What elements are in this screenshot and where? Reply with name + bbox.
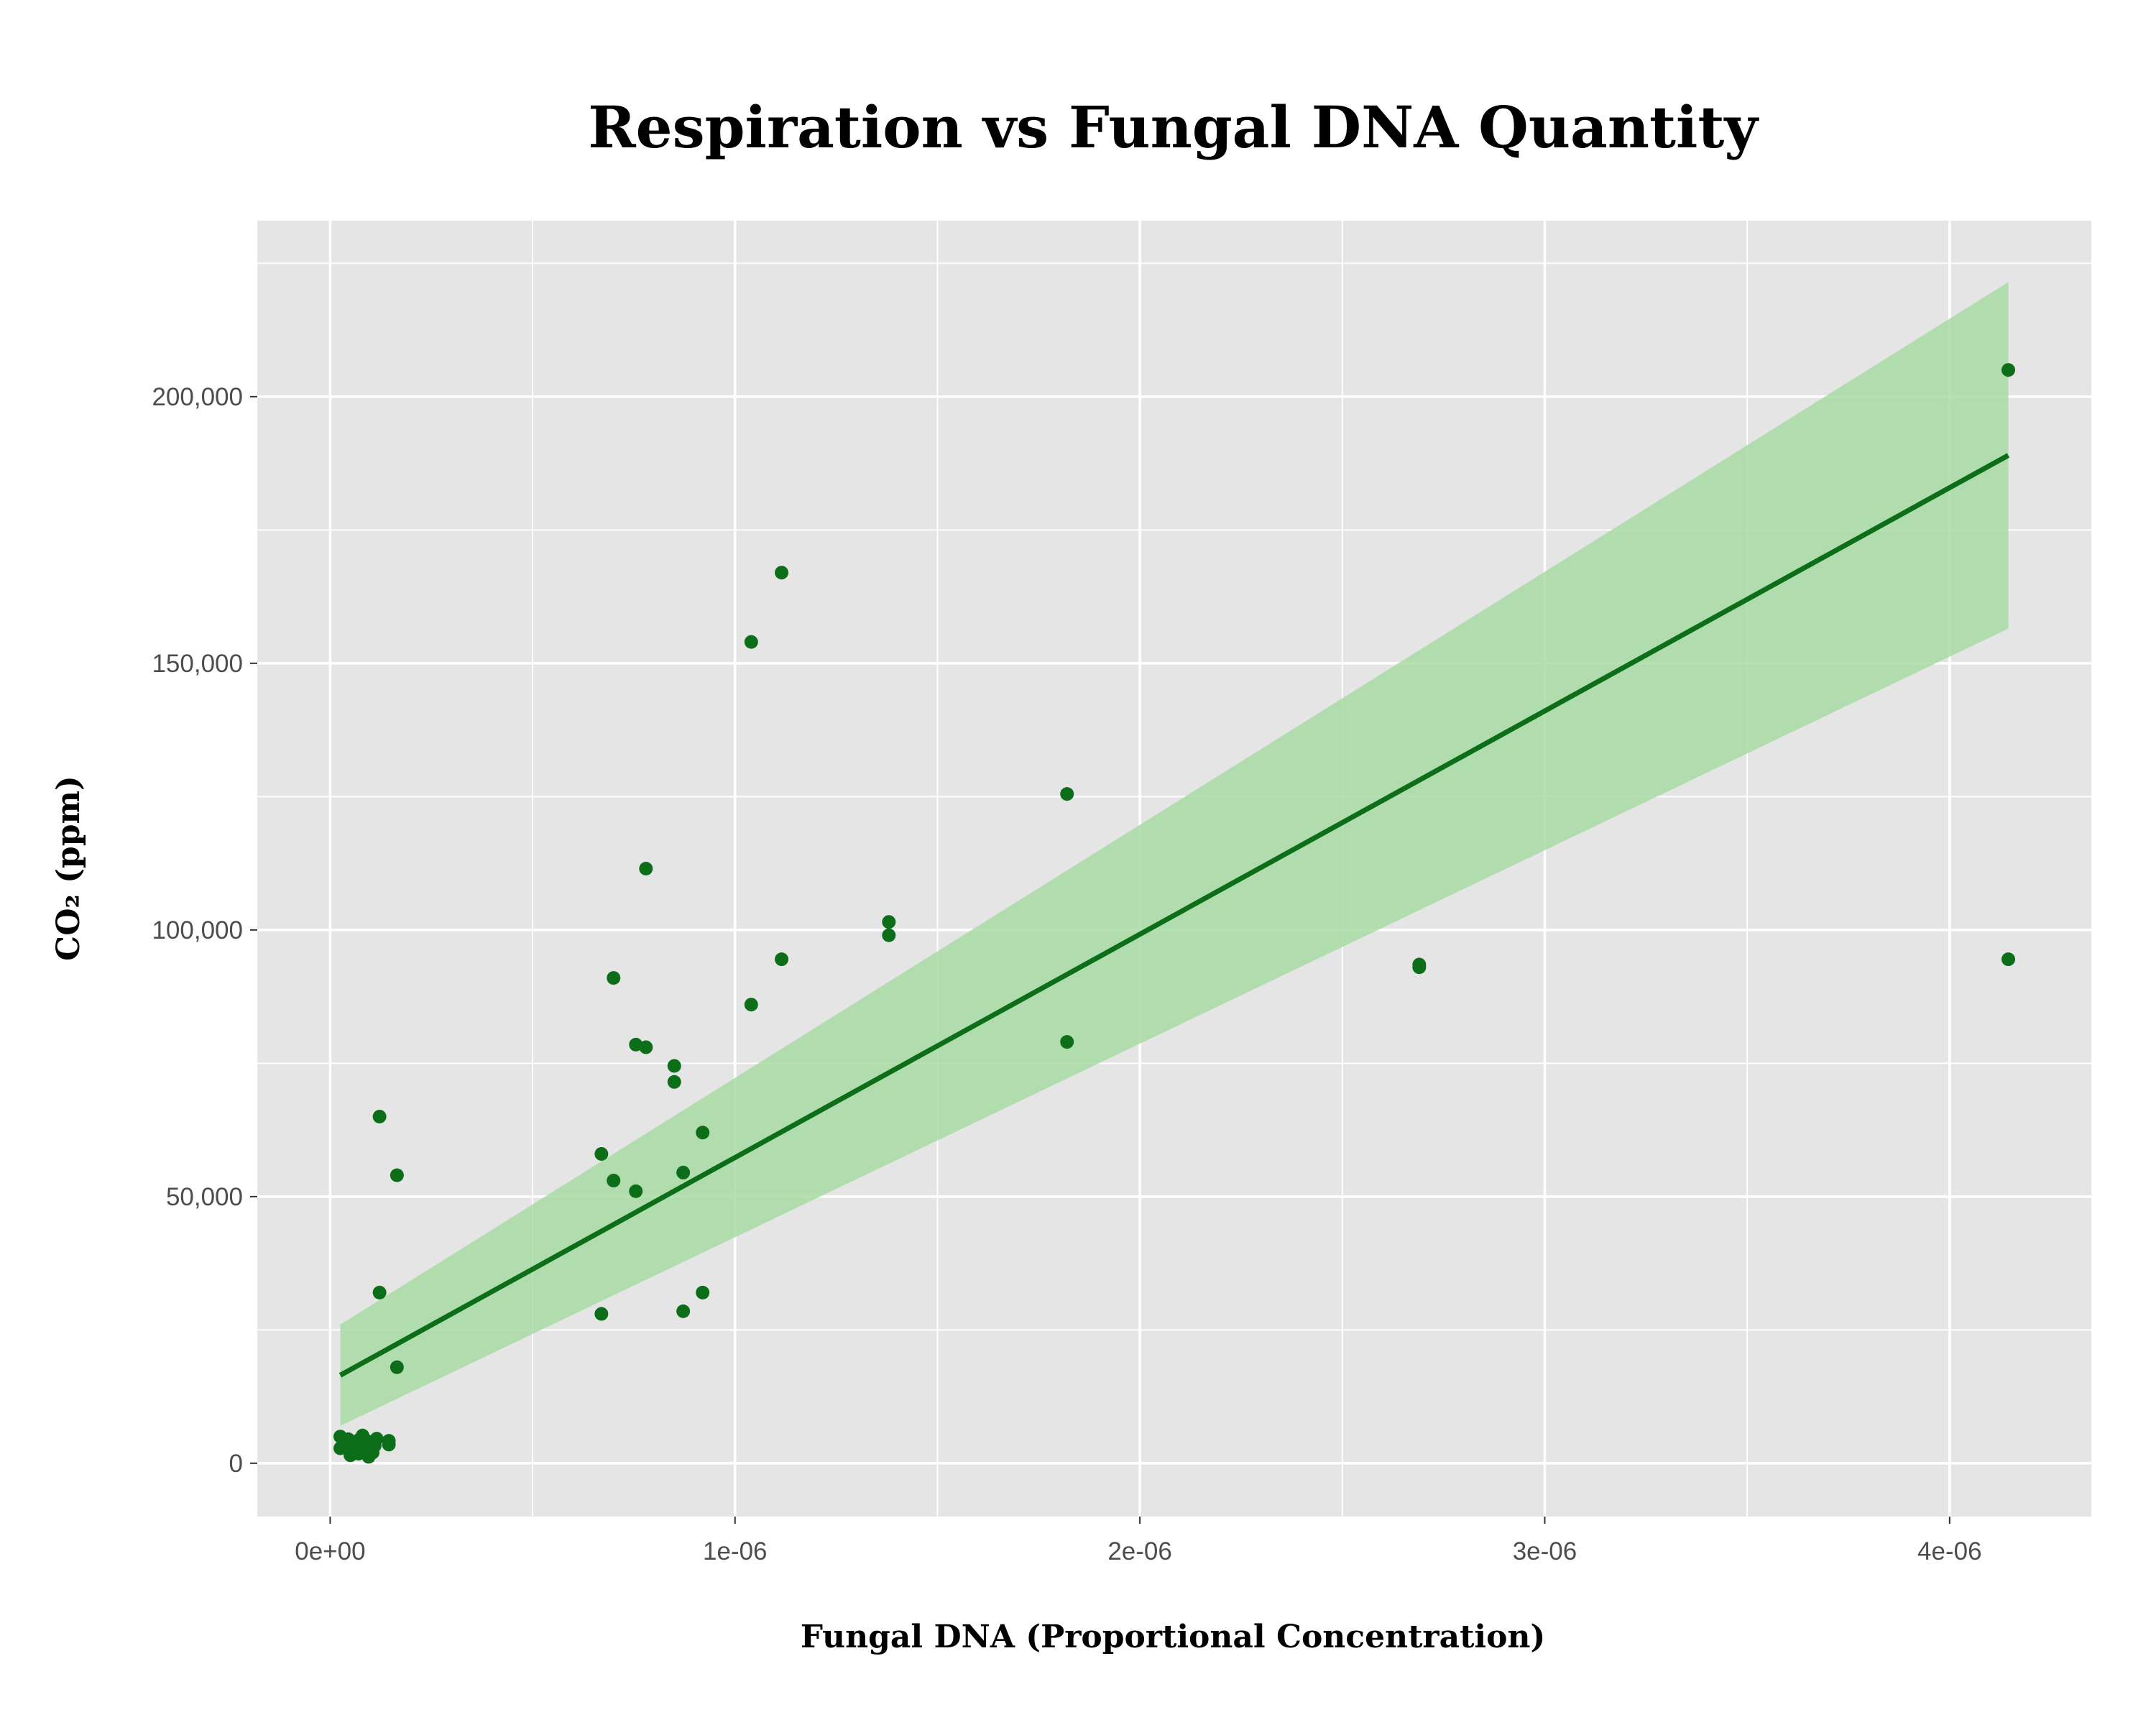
data-point [696,1285,710,1300]
data-point [2001,363,2016,377]
data-point [390,1360,404,1374]
y-tick-label: 100,000 [152,916,243,944]
data-point [2001,952,2016,967]
data-point [607,971,621,985]
y-tick-label: 0 [229,1450,243,1478]
data-point [744,635,758,649]
x-tick-label: 2e-06 [1107,1537,1172,1565]
x-axis-title: Fungal DNA (Proportional Concentration) [801,1619,1546,1655]
x-tick-label: 0e+00 [295,1537,365,1565]
y-axis-title: CO₂ (ppm) [50,776,87,961]
data-point [696,1126,710,1140]
data-point [775,952,789,967]
data-points-layer [333,363,2016,1464]
data-point [676,1165,691,1179]
data-point [676,1304,691,1318]
data-point [607,1174,621,1188]
data-point [775,566,789,580]
data-point [372,1285,387,1300]
x-tick-label: 4e-06 [1917,1537,1982,1565]
data-point [594,1307,609,1321]
y-tick-label: 150,000 [152,650,243,678]
data-point [667,1075,681,1089]
data-point [1060,787,1074,801]
regression-line-layer [338,453,2010,1378]
data-point [359,1442,374,1456]
data-point [1060,1035,1074,1049]
confidence-band [340,282,2009,1426]
data-point [372,1110,387,1124]
y-tick-label: 50,000 [166,1183,243,1211]
x-axis-ticks: 0e+00 1e-06 2e-06 3e-06 4e-06 [295,1517,1982,1565]
data-point [882,915,896,929]
chart-title: Respiration vs Fungal DNA Quantity [588,93,1759,161]
data-point [369,1432,384,1446]
data-point [390,1168,404,1182]
data-point [629,1184,643,1198]
data-point [882,928,896,942]
y-axis-ticks: 0 50,000 100,000 150,000 200,000 [152,383,257,1478]
x-tick-label: 1e-06 [703,1537,768,1565]
confidence-band-layer [340,282,2009,1426]
data-point [667,1059,681,1073]
data-point [639,862,653,875]
data-point [744,998,758,1012]
y-tick-label: 200,000 [152,383,243,411]
data-point [1412,960,1427,975]
regression-line [338,453,2010,1378]
data-point [639,1040,653,1054]
data-point [382,1438,396,1452]
x-tick-label: 3e-06 [1513,1537,1577,1565]
data-point [351,1433,366,1448]
data-point [594,1146,609,1161]
